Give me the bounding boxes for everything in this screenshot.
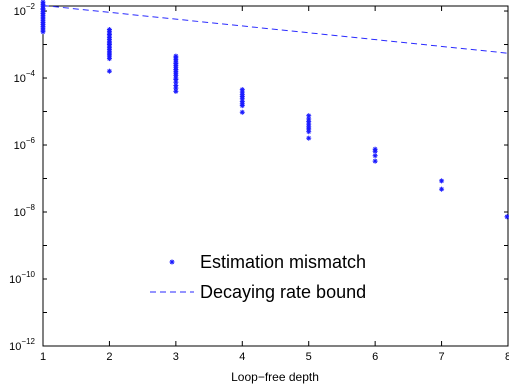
plot-area (42, 5, 509, 347)
data-point (173, 88, 179, 94)
series-line-decaying-rate-bound (42, 5, 509, 54)
data-point (239, 103, 245, 109)
x-tick-label: 8 (505, 351, 509, 363)
legend: Estimation mismatch Decaying rate bound (150, 252, 366, 302)
data-point (439, 178, 445, 184)
y-tick-label: 10−6 (14, 136, 36, 152)
y-tick-label: 10−12 (9, 337, 35, 353)
data-point (106, 68, 112, 74)
data-point (372, 153, 378, 159)
data-point (439, 186, 445, 192)
data-point (40, 29, 46, 35)
x-tick-label: 4 (239, 351, 245, 363)
data-point (372, 148, 378, 154)
y-tick-label: 10−2 (14, 2, 36, 18)
y-tick-label: 10−10 (9, 270, 35, 286)
x-tick-label: 5 (306, 351, 312, 363)
y-tick-label: 10−4 (14, 69, 36, 85)
data-point (106, 56, 112, 62)
x-tick-label: 1 (40, 351, 46, 363)
data-point (306, 135, 312, 141)
data-point (239, 109, 245, 115)
x-axis-label: Loop−free depth (231, 370, 319, 384)
data-point (372, 158, 378, 164)
legend-label-estimation-mismatch: Estimation mismatch (200, 252, 366, 272)
series-points-estimation-mismatch (40, 0, 509, 220)
legend-marker-symbol (169, 259, 175, 265)
x-tick-label: 2 (106, 351, 112, 363)
x-axis: 1 2 3 4 5 6 7 8 (40, 6, 509, 363)
x-tick-label: 3 (173, 351, 179, 363)
y-tick-label: 10−8 (14, 203, 36, 219)
legend-marker-estimation-mismatch (169, 259, 175, 265)
data-point (306, 129, 312, 135)
y-axis: 10−12 10−10 10−8 10−6 10−4 10−2 (9, 2, 508, 353)
x-tick-label: 6 (372, 351, 378, 363)
x-tick-label: 7 (439, 351, 445, 363)
legend-label-decaying-rate-bound: Decaying rate bound (200, 282, 366, 302)
